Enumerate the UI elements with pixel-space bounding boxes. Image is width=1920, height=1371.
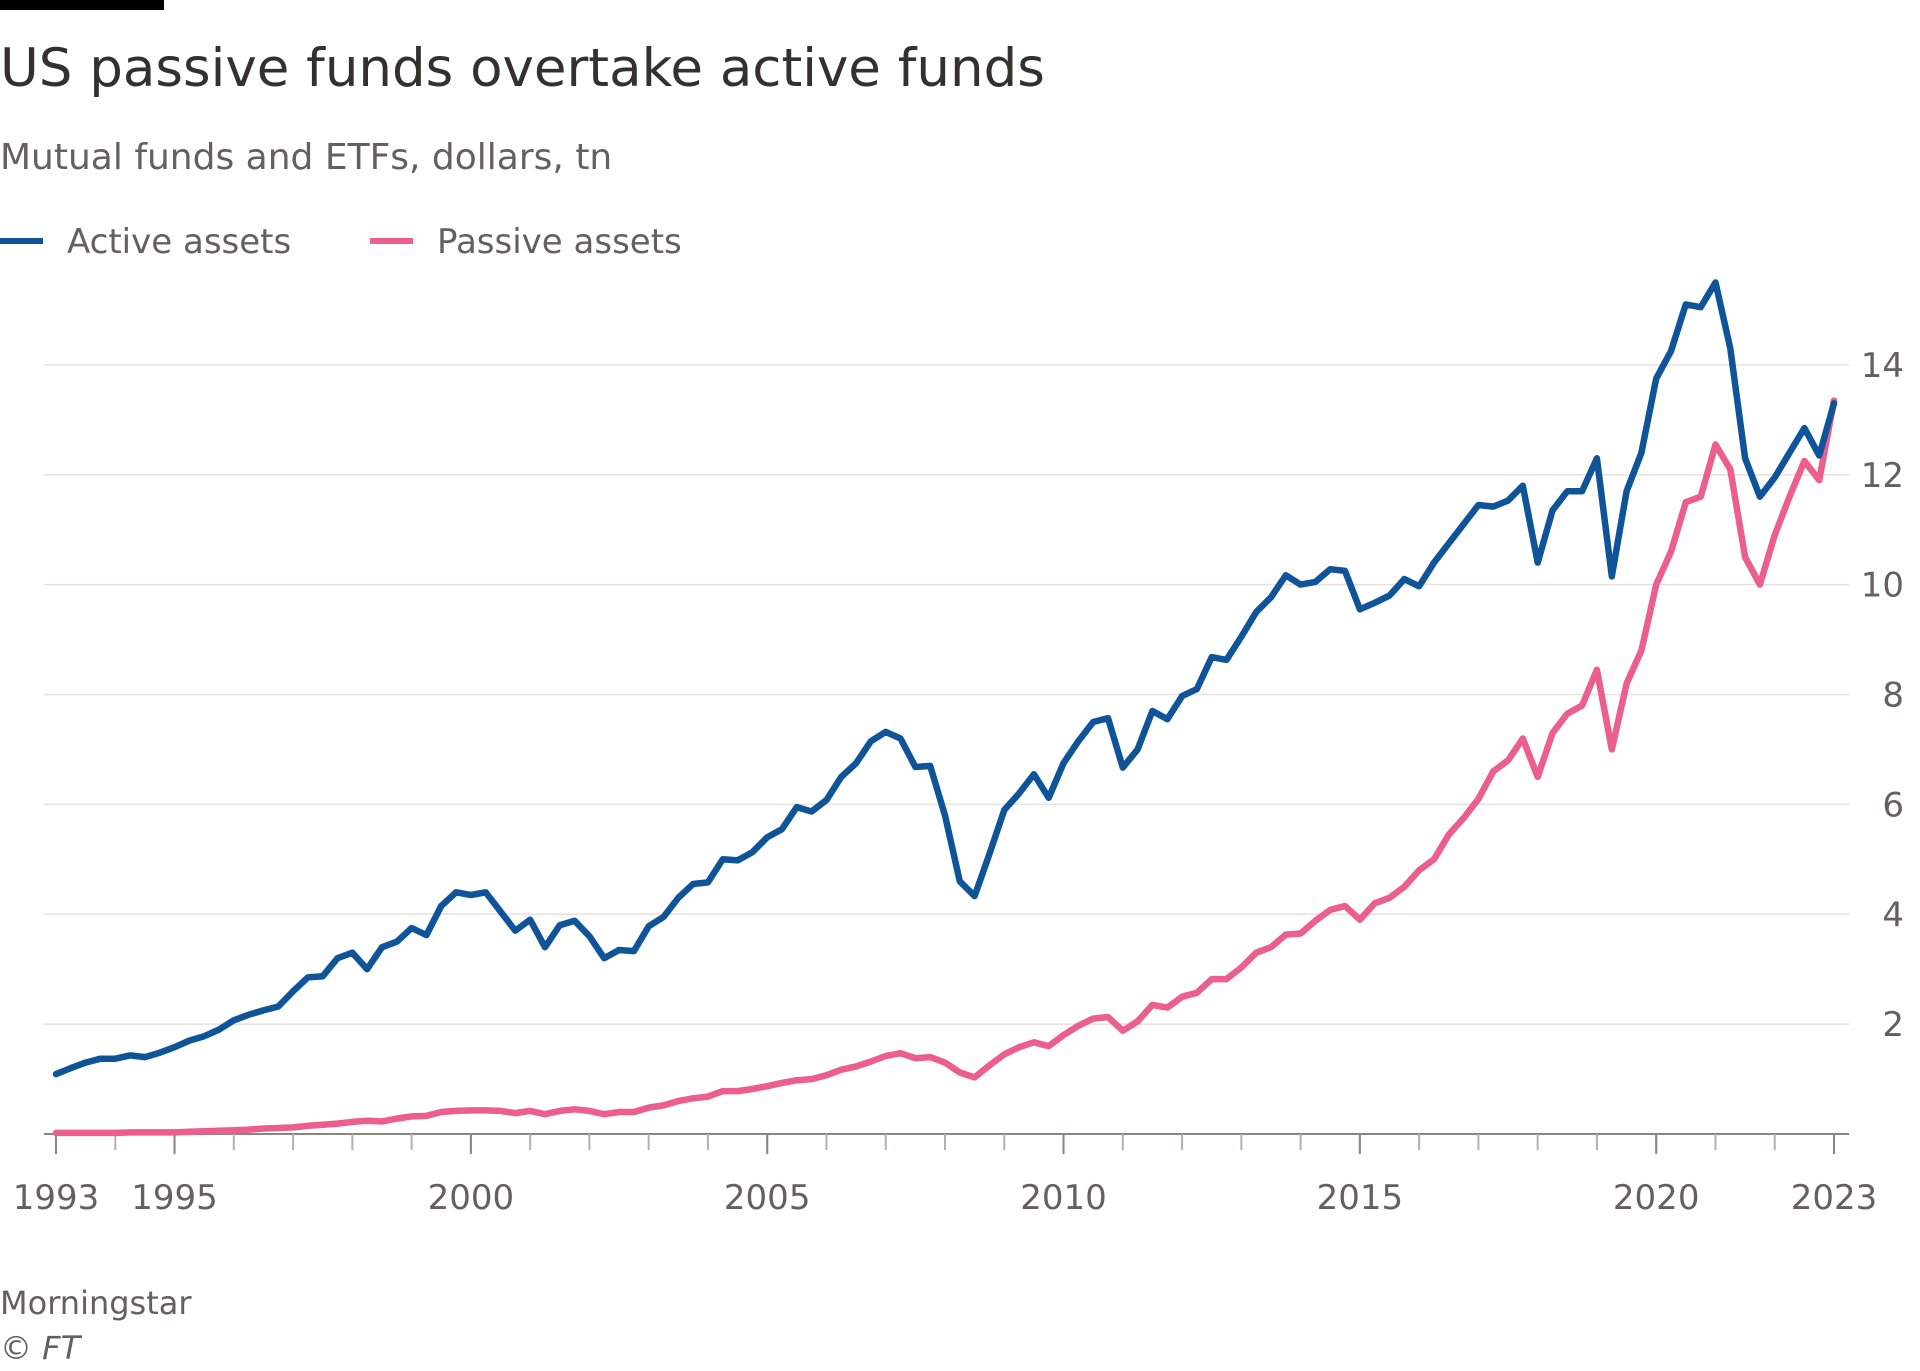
y-tick-label: 10 <box>1861 566 1904 606</box>
y-tick-label: 6 <box>1882 785 1904 825</box>
x-tick-label: 2005 <box>724 1178 811 1218</box>
x-tick-label: 1993 <box>13 1178 100 1218</box>
y-tick-label: 2 <box>1882 1005 1904 1045</box>
y-tick-label: 8 <box>1882 676 1904 716</box>
series-line <box>52 279 1838 1078</box>
x-tick-label: 2000 <box>428 1178 515 1218</box>
legend-label: Active assets <box>67 222 291 262</box>
legend: Active assets Passive assets <box>0 222 682 262</box>
copyright: © FT <box>0 1329 83 1367</box>
y-tick-label: 14 <box>1861 346 1904 386</box>
x-tick-label: 1995 <box>131 1178 218 1218</box>
brand-bar <box>0 0 164 10</box>
y-tick-label: 12 <box>1861 456 1904 496</box>
source: Morningstar <box>0 1284 192 1322</box>
x-tick-label: 2020 <box>1613 1178 1700 1218</box>
x-tick-label: 2015 <box>1317 1178 1404 1218</box>
chart-title: US passive funds overtake active funds <box>0 38 1045 99</box>
x-tick-label: 2023 <box>1791 1178 1878 1218</box>
legend-label: Passive assets <box>437 222 682 262</box>
x-tick-label: 2010 <box>1020 1178 1107 1218</box>
series-line <box>52 397 1838 1137</box>
chart-subtitle: Mutual funds and ETFs, dollars, tn <box>0 137 612 178</box>
y-tick-label: 4 <box>1882 895 1904 935</box>
